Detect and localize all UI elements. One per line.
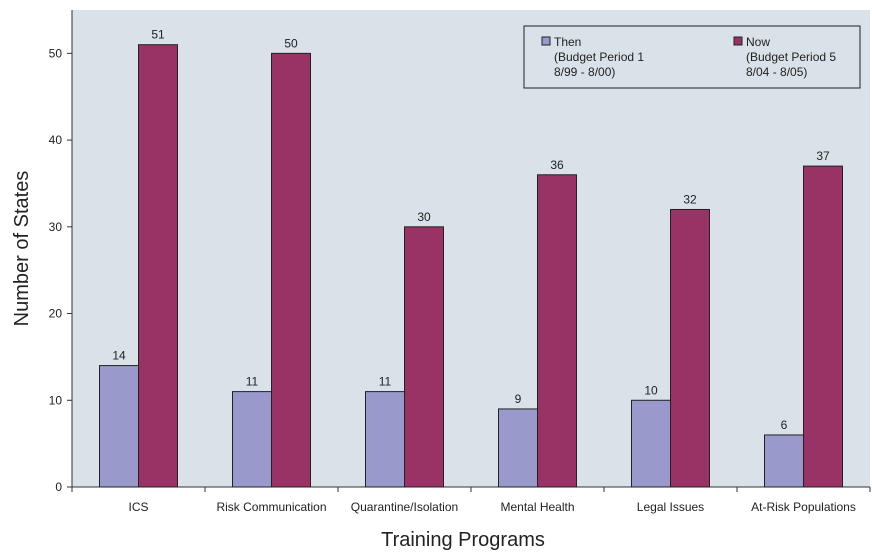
legend-label: Then <box>554 35 581 49</box>
bar-value-label: 30 <box>417 210 431 224</box>
legend-label: Now <box>746 35 770 49</box>
x-category-label: ICS <box>128 500 148 514</box>
legend-swatch-now <box>733 36 743 46</box>
legend: Then(Budget Period 18/99 - 8/00) Now(Budg… <box>523 25 861 89</box>
legend-label: (Budget Period 1 <box>554 50 644 64</box>
x-category-label: Quarantine/Isolation <box>351 500 458 514</box>
bar-value-label: 6 <box>781 418 788 432</box>
bar-value-label: 32 <box>683 192 697 206</box>
bar-then <box>365 391 405 488</box>
x-axis-title: Training Programs <box>381 529 545 551</box>
bar-value-label: 50 <box>284 36 298 50</box>
bar-value-label: 11 <box>379 375 392 389</box>
bars-group <box>99 44 843 488</box>
bar-value-label: 11 <box>246 375 259 389</box>
y-tick-label: 10 <box>49 393 63 407</box>
bar-then <box>232 391 272 488</box>
bar-now <box>670 208 710 488</box>
y-tick-label: 30 <box>49 220 63 234</box>
bar-now <box>803 165 843 488</box>
plot-area <box>72 10 870 487</box>
legend-label: 8/99 - 8/00) <box>554 65 615 79</box>
bar-value-label: 37 <box>816 149 830 163</box>
legend-label: (Budget Period 5 <box>746 50 836 64</box>
bar-now <box>537 174 577 488</box>
bar-then <box>631 399 671 488</box>
y-tick-label: 40 <box>49 133 63 147</box>
x-category-label: Mental Health <box>500 500 574 514</box>
bar-value-label: 51 <box>151 28 165 42</box>
bar-now <box>404 226 444 488</box>
legend-swatch-then <box>541 36 551 46</box>
y-axis-title: Number of States <box>11 171 33 327</box>
x-axis: ICS Risk Communication Quarantine/Isolatio… <box>71 486 871 514</box>
x-category-label: At-Risk Populations <box>751 500 856 514</box>
bar-value-label: 9 <box>515 392 522 406</box>
bar-value-label: 14 <box>112 349 126 363</box>
bar-now <box>271 52 311 488</box>
y-tick-label: 50 <box>49 46 63 60</box>
legend-label: 8/04 - 8/05) <box>746 65 807 79</box>
bar-now <box>138 44 178 488</box>
x-category-label: Risk Communication <box>216 500 326 514</box>
y-tick-label: 0 <box>55 480 62 494</box>
y-tick-label: 20 <box>49 307 63 321</box>
legend-box <box>523 25 861 89</box>
bar-then <box>764 434 804 488</box>
bar-then <box>99 365 139 488</box>
y-axis: 0 10 20 30 40 50 <box>49 10 73 494</box>
bar-value-label: 36 <box>550 158 564 172</box>
x-category-label: Legal Issues <box>637 500 704 514</box>
value-labels-group: 14 51 11 50 11 30 9 36 10 32 6 37 <box>112 28 830 432</box>
bar-value-label: 10 <box>644 383 658 397</box>
bar-then <box>498 408 538 488</box>
